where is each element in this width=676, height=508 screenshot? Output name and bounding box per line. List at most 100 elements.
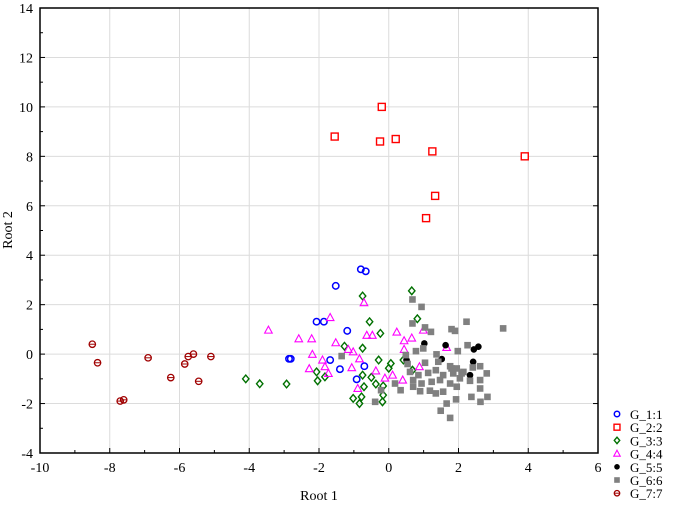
data-point [88,340,97,349]
filled-square-marker [409,383,417,391]
triangle-marker [317,354,328,364]
circle-marker [361,267,370,276]
filled-square-marker [451,327,459,335]
data-point [387,369,398,379]
data-point [451,327,459,335]
diamond-marker [358,291,367,301]
data-point [144,353,152,362]
filled-square-marker [433,351,440,358]
theta-marker [88,340,97,349]
data-point [319,317,328,326]
data-point [306,333,317,343]
filled-square-marker [421,324,429,331]
data-point [335,365,344,374]
data-point [476,362,484,370]
legend-item: G_6:6 [614,473,663,488]
filled-square-marker [452,396,460,403]
data-point [371,365,381,375]
data-point [365,316,374,327]
data-point [443,400,450,407]
legend-marker [613,410,621,418]
triangle-marker [263,324,274,334]
diamond-marker [359,381,369,392]
circle-marker [319,317,328,326]
triangle-marker [392,326,402,336]
data-point [409,383,417,391]
data-point [340,341,349,352]
data-point [378,396,387,407]
series-g-7-7 [88,340,215,405]
theta-marker [194,377,203,386]
data-point [367,372,376,383]
triangle-marker [367,330,378,339]
triangle-marker [362,330,372,339]
legend-label: G_7:7 [630,486,663,501]
data-point [466,371,474,379]
filled-square-marker [409,296,416,303]
triangle-marker [325,312,335,322]
data-point [317,354,328,364]
data-point [371,398,379,406]
data-point [343,326,352,335]
data-point [358,291,367,301]
triangle-marker [343,344,354,353]
data-point [446,380,454,387]
data-point [384,363,393,374]
circle-marker [360,362,369,371]
gridlines [40,8,598,453]
filled-square-marker [463,318,470,326]
filled-square-marker [499,325,507,332]
filled-square-marker [456,375,464,382]
legend-item: G_7:7 [613,486,663,501]
theta-marker [180,360,189,368]
data-point [349,393,358,404]
theta-marker [613,489,621,497]
data-point [448,365,455,372]
data-point [375,137,385,146]
data-point [446,414,454,422]
legend-item: G_1:1 [613,407,663,422]
triangle-marker [414,361,425,371]
filled-square-marker [446,380,454,387]
filled-square-marker [402,351,410,359]
square-marker [520,152,529,161]
triangle-marker [380,372,390,382]
filled-square-marker [371,398,379,406]
data-point [475,343,482,350]
legend-marker [614,477,620,483]
x-tick-label: 0 [385,461,392,476]
data-point [392,326,402,336]
data-point [409,320,416,327]
data-point [255,378,264,389]
diamond-marker [358,370,367,381]
filled-square-marker [434,358,442,366]
filled-square-marker [437,407,445,415]
theta-marker [116,397,125,405]
data-point [285,354,293,363]
series-g-3-3 [241,285,422,409]
filled-square-marker [484,393,491,401]
data-point [407,332,417,342]
filled-square-marker [391,380,399,387]
data-point [323,368,334,377]
data-point [414,361,425,371]
data-point [304,363,314,373]
legend-label: G_5:5 [630,460,663,475]
data-point [421,359,429,367]
circle-marker [343,326,352,335]
filled-square-marker [412,347,420,355]
filled-square-marker [448,325,455,333]
data-point [294,333,304,343]
data-point [409,296,416,303]
y-axis-title: Root 2 [1,211,16,249]
data-point [312,367,321,377]
filled-square-marker [476,376,484,384]
filled-square-marker [443,400,450,407]
triangle-marker [387,369,398,379]
triangle-marker [407,332,417,342]
circle-marker [285,354,293,363]
legend-marker [612,449,622,457]
data-point [468,393,475,401]
diamond-marker [312,367,321,377]
